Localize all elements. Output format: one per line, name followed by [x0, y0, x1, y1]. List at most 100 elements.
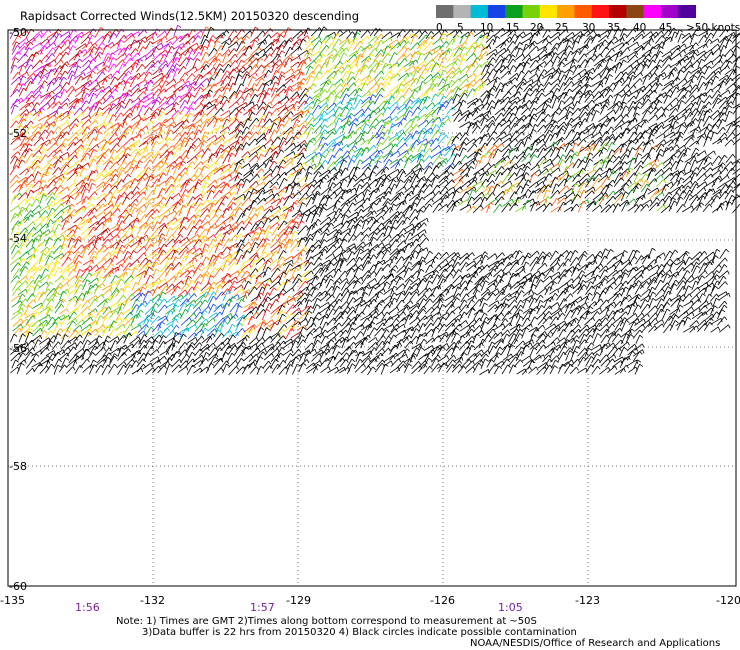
- wind-barb: [550, 155, 559, 163]
- wind-barb-flag: [220, 107, 224, 112]
- wind-barb-flag: [336, 33, 341, 37]
- wind-barb: [472, 98, 481, 106]
- wind-barb: [332, 69, 339, 79]
- wind-barb-flag: [94, 128, 98, 133]
- wind-barb: [382, 100, 388, 109]
- wind-barb: [374, 70, 382, 79]
- wind-barb: [507, 100, 516, 110]
- wind-barb-flag: [371, 69, 376, 73]
- wind-barb-flag: [696, 60, 700, 64]
- wind-barb-flag: [561, 136, 566, 141]
- wind-barb: [373, 53, 381, 62]
- wind-barb: [47, 156, 57, 163]
- wind-barb: [276, 30, 285, 38]
- wind-barb: [696, 54, 704, 62]
- wind-barb-flag: [526, 92, 531, 96]
- wind-barb-flag: [656, 158, 660, 162]
- wind-barb: [179, 100, 186, 109]
- wind-barb: [452, 58, 459, 67]
- wind-barb-flag: [205, 60, 209, 64]
- wind-barb-flag: [529, 88, 533, 92]
- wind-barb-flag: [93, 105, 98, 109]
- wind-barb: [250, 36, 258, 44]
- wind-barb-flag: [380, 39, 385, 44]
- wind-barb: [311, 36, 320, 43]
- wind-barb: [712, 59, 721, 69]
- wind-barb-flag: [171, 96, 175, 100]
- wind-barb-flag: [142, 46, 147, 50]
- wind-barb: [578, 90, 589, 98]
- wind-barb: [208, 48, 215, 57]
- wind-barb: [383, 92, 392, 99]
- wind-barb: [255, 77, 263, 87]
- wind-barb-flag: [309, 65, 314, 69]
- wind-barb-flag: [345, 106, 349, 110]
- wind-barb-flag: [268, 69, 272, 74]
- wind-barb: [612, 42, 624, 50]
- wind-barb: [331, 33, 338, 45]
- wind-barb: [192, 51, 200, 61]
- wind-barb: [88, 137, 94, 147]
- wind-barb: [339, 59, 348, 69]
- wind-barb: [250, 83, 255, 92]
- wind-barb: [18, 29, 28, 38]
- wind-barb: [10, 104, 16, 115]
- wind-barb: [495, 54, 501, 63]
- wind-barb-flag: [438, 155, 442, 160]
- wind-barb: [628, 131, 635, 141]
- wind-barb-flag: [50, 81, 55, 85]
- wind-barb-flag: [669, 103, 673, 108]
- wind-barb-flag: [640, 165, 644, 169]
- wind-barb-flag: [66, 121, 69, 126]
- wind-barb: [282, 111, 292, 121]
- wind-barb: [299, 56, 310, 64]
- wind-barb: [667, 137, 677, 147]
- wind-barb-flag: [373, 144, 377, 149]
- wind-barb: [219, 126, 229, 133]
- wind-barb-flag: [708, 156, 712, 160]
- wind-barb: [311, 92, 321, 99]
- wind-barb: [486, 52, 495, 61]
- wind-barb: [296, 30, 307, 39]
- wind-barb-flag: [654, 89, 658, 94]
- wind-barb: [586, 30, 594, 37]
- wind-barb: [523, 83, 531, 93]
- wind-barb-flag: [550, 59, 554, 64]
- wind-barb-flag: [283, 30, 287, 35]
- wind-barb: [194, 87, 201, 98]
- wind-barb-flag: [695, 118, 699, 122]
- wind-barb-flag: [569, 88, 573, 92]
- wind-barb-flag: [16, 98, 21, 103]
- wind-barb: [465, 79, 475, 88]
- wind-barb: [473, 72, 483, 80]
- wind-barb-flag: [312, 70, 316, 75]
- wind-barb-flag: [537, 67, 540, 72]
- wind-barb: [712, 155, 720, 165]
- wind-barb: [318, 155, 323, 166]
- wind-barb-flag: [370, 44, 373, 49]
- wind-barb-flag: [698, 95, 702, 100]
- wind-barb-flag: [506, 66, 510, 70]
- wind-barb-flag: [670, 89, 674, 94]
- wind-barb-flag: [386, 45, 391, 49]
- wind-barb-flag: [591, 93, 595, 98]
- wind-barb-flag: [710, 32, 714, 36]
- wind-barb-flag: [703, 105, 708, 109]
- wind-barb-flag: [409, 99, 414, 103]
- wind-barb: [688, 49, 698, 55]
- wind-barb-flag: [529, 57, 533, 62]
- wind-barb-flag: [264, 73, 267, 78]
- wind-barb: [346, 159, 352, 170]
- wind-barb-flag: [90, 41, 93, 46]
- wind-barb-flag: [630, 64, 634, 69]
- wind-barb: [684, 155, 695, 163]
- wind-barb-flag: [233, 48, 237, 52]
- wind-barb-flag: [479, 64, 483, 68]
- wind-barb: [493, 99, 499, 109]
- wind-barb: [319, 105, 327, 115]
- wind-barb-flag: [359, 55, 364, 59]
- wind-barb-flag: [263, 136, 267, 141]
- wind-barb: [75, 89, 84, 98]
- wind-barb-flag: [169, 137, 173, 141]
- wind-barb: [172, 132, 180, 141]
